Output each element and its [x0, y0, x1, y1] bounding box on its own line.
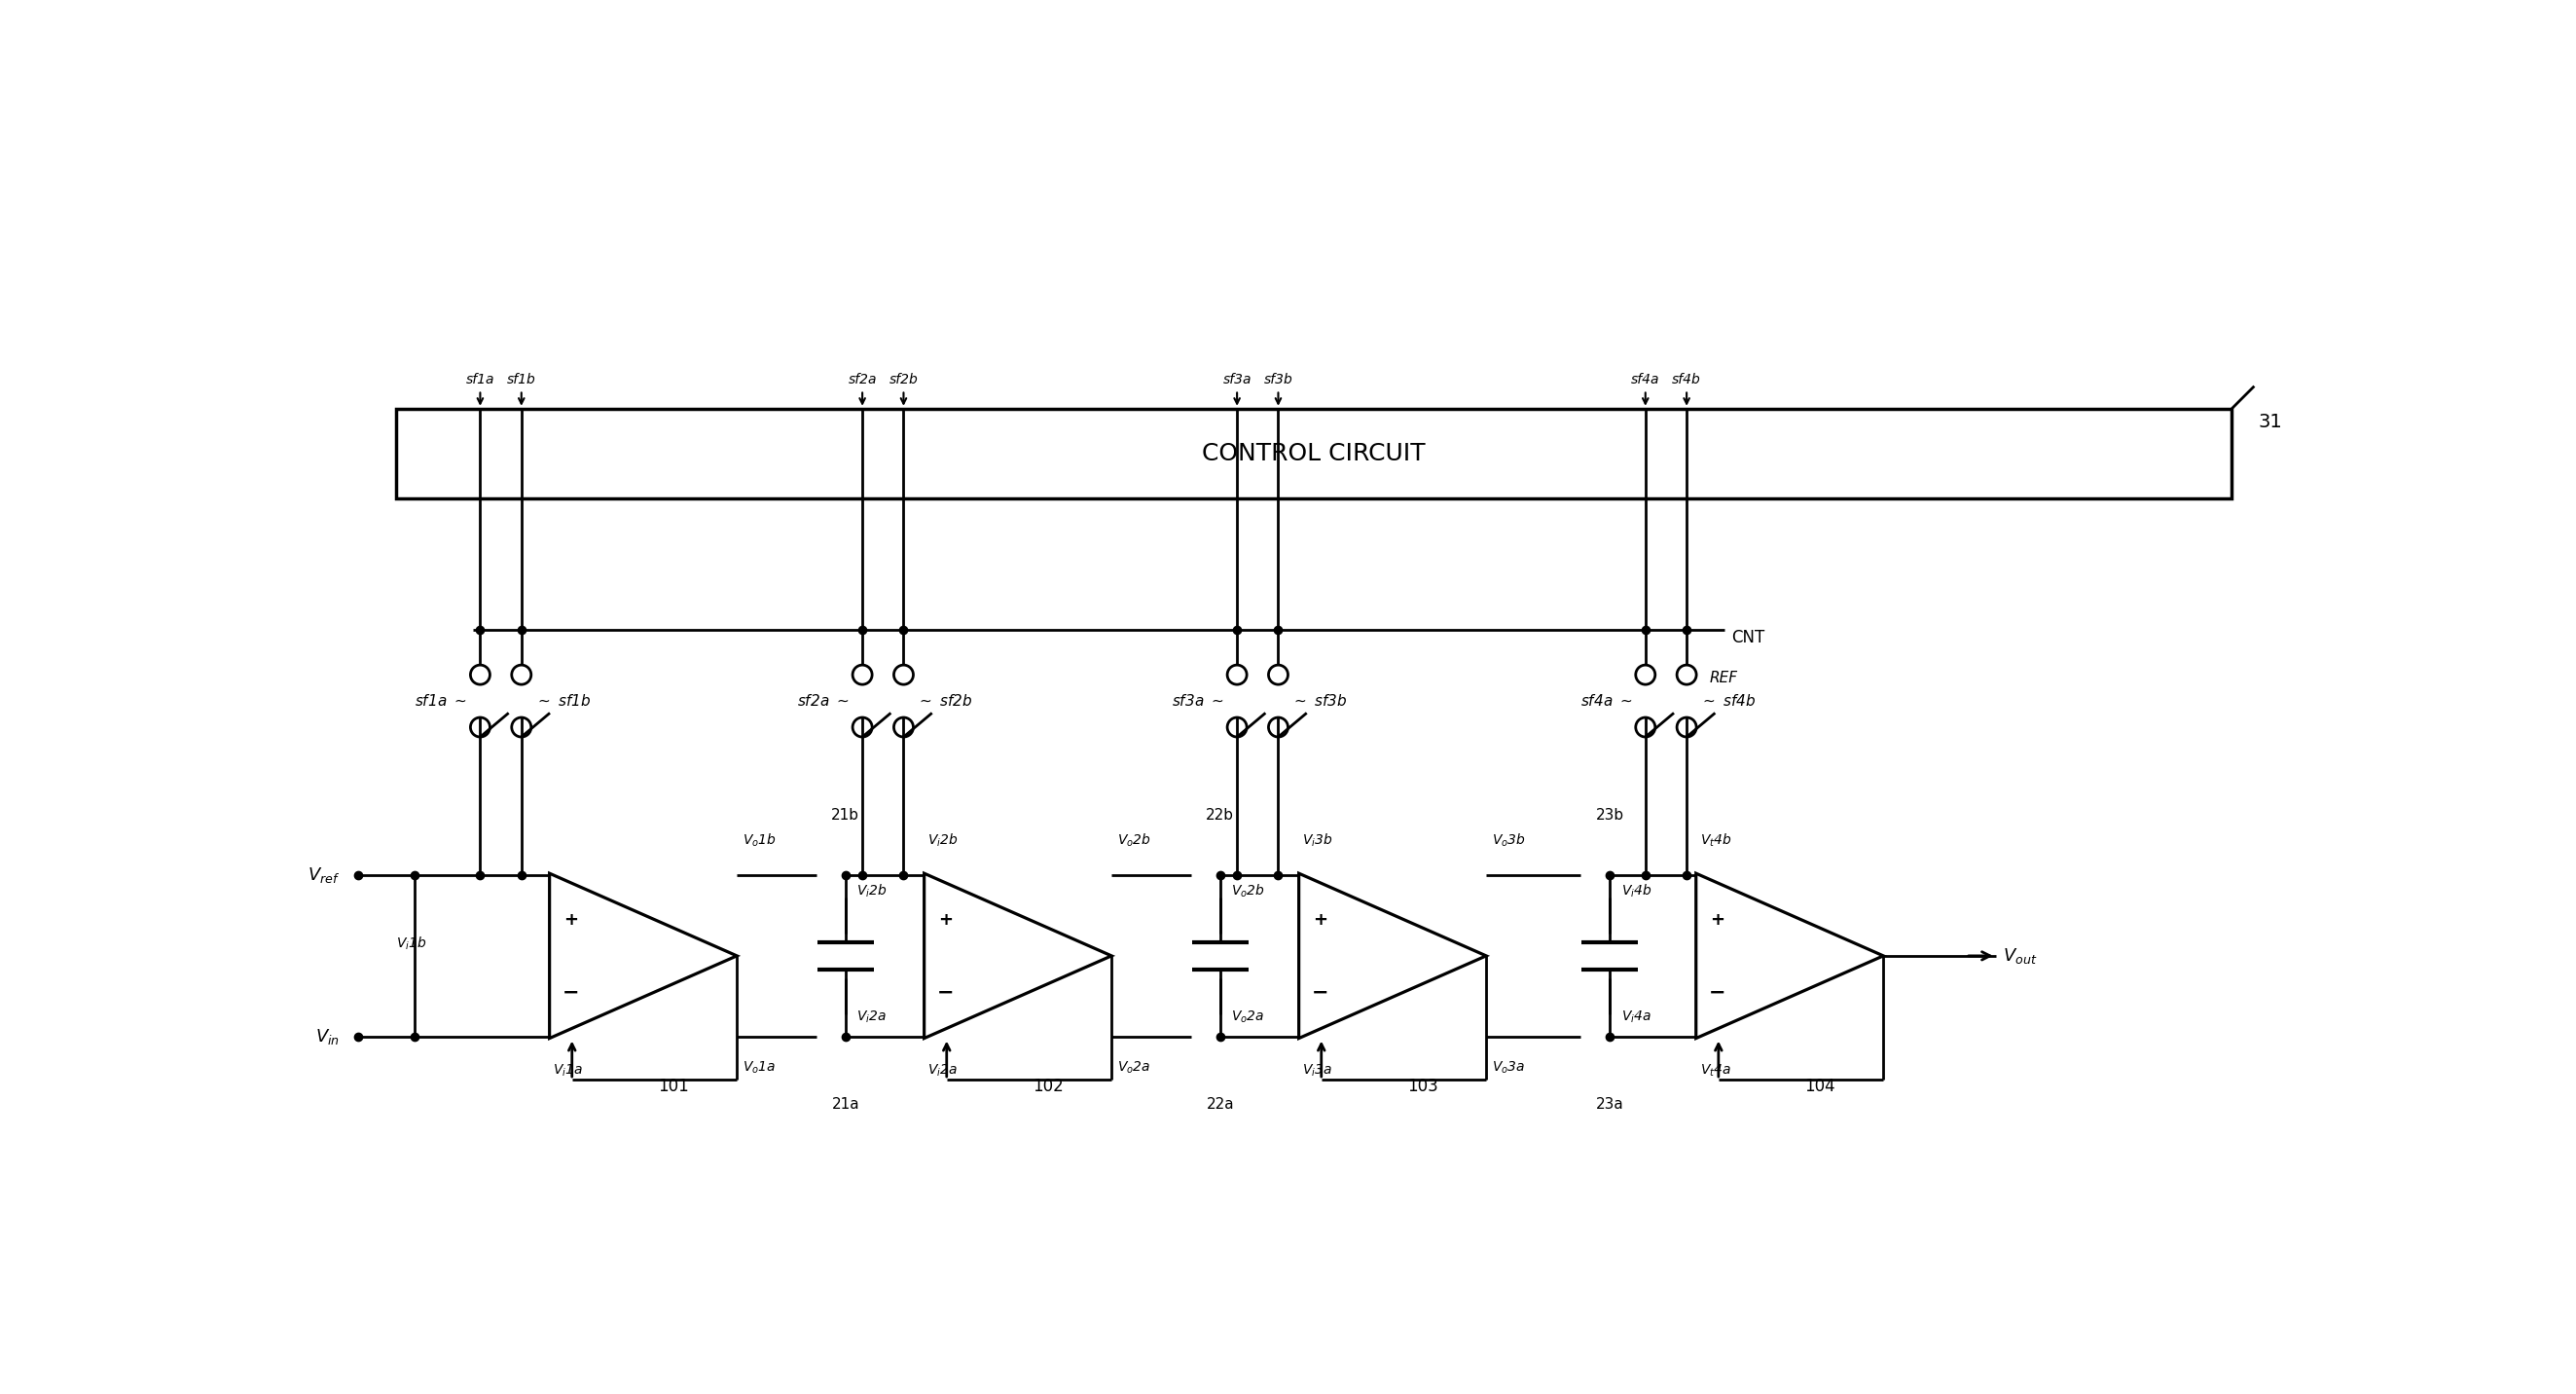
Text: −: −: [1708, 983, 1726, 1002]
Text: +: +: [938, 910, 953, 928]
Text: 23a: 23a: [1597, 1097, 1623, 1111]
Text: 21b: 21b: [832, 807, 860, 822]
Text: $V_o$2b: $V_o$2b: [1231, 882, 1265, 899]
Text: −: −: [562, 983, 580, 1002]
Text: sf1a $\sim$: sf1a $\sim$: [415, 693, 466, 708]
Text: REF: REF: [1708, 671, 1736, 686]
Text: $V_o$2b: $V_o$2b: [1118, 832, 1151, 849]
Text: $\sim$ sf3b: $\sim$ sf3b: [1291, 693, 1347, 708]
Text: $\sim$ sf1b: $\sim$ sf1b: [536, 693, 590, 708]
Text: $V_t$4b: $V_t$4b: [1700, 832, 1731, 849]
Text: $V_{ref}$: $V_{ref}$: [307, 866, 340, 885]
Text: $V_t$4a: $V_t$4a: [1700, 1064, 1731, 1079]
Text: $V_o$2a: $V_o$2a: [1231, 1009, 1265, 1026]
Text: sf2a $\sim$: sf2a $\sim$: [796, 693, 850, 708]
Text: $V_o$2a: $V_o$2a: [1118, 1059, 1151, 1075]
Text: +: +: [564, 910, 577, 928]
Text: sf3a: sf3a: [1224, 372, 1252, 386]
Text: sf2a: sf2a: [848, 372, 876, 386]
Text: CONTROL CIRCUIT: CONTROL CIRCUIT: [1203, 442, 1425, 466]
Text: sf2b: sf2b: [889, 372, 917, 386]
Text: 22a: 22a: [1206, 1097, 1234, 1111]
Text: 22b: 22b: [1206, 807, 1234, 822]
Text: sf1b: sf1b: [507, 372, 536, 386]
Text: 103: 103: [1406, 1078, 1437, 1096]
Text: 102: 102: [1033, 1078, 1064, 1096]
Text: 104: 104: [1806, 1078, 1837, 1096]
Text: sf4b: sf4b: [1672, 372, 1700, 386]
Text: $V_o$3b: $V_o$3b: [1492, 832, 1525, 849]
Text: sf3a $\sim$: sf3a $\sim$: [1172, 693, 1224, 708]
Text: 31: 31: [2259, 413, 2282, 431]
Text: $V_i$3a: $V_i$3a: [1303, 1064, 1332, 1079]
Text: $V_i$2a: $V_i$2a: [927, 1064, 958, 1079]
Text: $V_{out}$: $V_{out}$: [2004, 947, 2038, 966]
Text: $\sim$ sf4b: $\sim$ sf4b: [1700, 693, 1757, 708]
Text: +: +: [1710, 910, 1723, 928]
Text: CNT: CNT: [1731, 629, 1765, 645]
Text: −: −: [938, 983, 953, 1002]
Text: $V_o$1b: $V_o$1b: [742, 832, 778, 849]
Text: $\sim$ sf2b: $\sim$ sf2b: [917, 693, 974, 708]
Text: sf1a: sf1a: [466, 372, 495, 386]
Text: $V_i$3b: $V_i$3b: [1303, 832, 1334, 849]
Text: 21a: 21a: [832, 1097, 860, 1111]
Text: sf4a: sf4a: [1631, 372, 1659, 386]
Text: $V_i$1a: $V_i$1a: [554, 1064, 582, 1079]
Text: $V_i$2b: $V_i$2b: [927, 832, 958, 849]
Text: $V_o$3a: $V_o$3a: [1492, 1059, 1525, 1075]
Text: sf3b: sf3b: [1265, 372, 1293, 386]
Text: $V_i$4b: $V_i$4b: [1620, 882, 1651, 899]
Text: +: +: [1314, 910, 1327, 928]
Text: $V_{in}$: $V_{in}$: [314, 1027, 340, 1047]
Text: $V_i$2b: $V_i$2b: [858, 882, 889, 899]
Text: 101: 101: [657, 1078, 688, 1096]
Text: $V_i$1b: $V_i$1b: [397, 935, 428, 952]
Text: $V_i$4a: $V_i$4a: [1620, 1009, 1651, 1026]
Text: 23b: 23b: [1595, 807, 1623, 822]
Text: $V_i$2a: $V_i$2a: [858, 1009, 886, 1026]
Text: −: −: [1311, 983, 1329, 1002]
Bar: [397, 408, 2231, 499]
Text: sf4a $\sim$: sf4a $\sim$: [1579, 693, 1633, 708]
Text: $V_o$1a: $V_o$1a: [742, 1059, 775, 1075]
